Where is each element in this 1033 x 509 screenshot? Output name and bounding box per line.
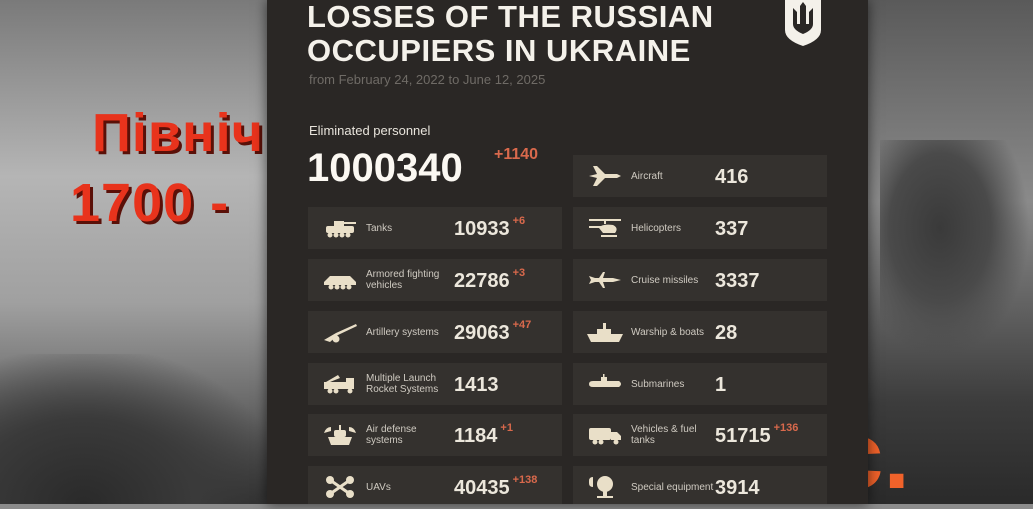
stat-number: 28 [715,322,738,344]
stat-delta: +136 [773,422,799,434]
stat-label: Submarines [631,378,685,390]
mlrs-icon [324,375,354,394]
stat-delta: +47 [512,319,532,331]
stat-card-uavs: UAVs 40435 +138 [308,466,562,504]
soldier-silhouette [880,140,1030,360]
stat-number: 3914 [715,477,760,499]
stat-value: 22786 +3 [454,267,526,293]
stat-label: Helicopters [631,222,682,234]
stat-label: Multiple Launch Rocket Systems [366,373,439,395]
stat-card-warship-boats: Warship & boats 28 [573,311,827,353]
stat-value: 337 [715,218,748,241]
stat-number: 1413 [454,374,499,396]
stat-delta: +3 [512,267,526,279]
stat-value: 416 [715,166,748,189]
special-equipment-icon [589,476,613,498]
stat-card-artillery-systems: Artillery systems 29063 +47 [308,311,562,353]
stat-label: Aircraft [631,170,663,182]
overlay-text-line2: 1700 - [70,173,230,233]
stat-number: 1 [715,374,727,396]
date-range: from February 24, 2022 to June 12, 2025 [309,72,546,87]
stat-label: Air defense systems [366,424,417,446]
helicopter-icon [589,219,621,237]
losses-infographic: LOSSES OF THE RUSSIAN OCCUPIERS IN UKRAI… [267,0,868,504]
stat-value: 10933 +6 [454,215,526,241]
stat-value: 3337 [715,270,760,293]
stat-card-cruise-missiles: Cruise missiles 3337 [573,259,827,301]
stat-delta: +138 [512,474,538,486]
stat-value: 1184 +1 [454,422,513,448]
tank-icon [326,221,356,238]
stat-card-multiple-launch-rocket-systems: Multiple Launch Rocket Systems 1413 [308,363,562,405]
stat-label: Vehicles & fuel tanks [631,424,697,446]
stat-card-air-defense-systems: Air defense systems 1184 +1 [308,414,562,456]
stat-number: 10933 [454,218,510,240]
trident-shield-icon [785,0,821,46]
stat-card-vehicles-fuel-tanks: Vehicles & fuel tanks 51715 +136 [573,414,827,456]
stat-number: 22786 [454,270,510,292]
apc-icon [324,276,356,290]
stat-number: 1184 [454,425,498,447]
submarine-icon [589,374,621,387]
stat-label: Warship & boats [631,326,704,338]
air-defense-icon [324,425,356,445]
personnel-value: 1000340 [307,146,463,190]
personnel-delta: +1140 [494,146,539,163]
stat-label: Armored fighting vehicles [366,269,440,291]
stat-number: 3337 [715,270,760,292]
stat-card-special-equipment: Special equipment 3914 [573,466,827,504]
warship-icon [587,323,623,342]
stat-card-armored-fighting-vehicles: Armored fighting vehicles 22786 +3 [308,259,562,301]
title-line1: LOSSES OF THE RUSSIAN [307,0,714,34]
stat-label: UAVs [366,481,391,493]
stat-number: 51715 [715,425,771,447]
trees-silhouette [0,354,280,504]
stat-value: 1413 [454,374,499,397]
stat-value: 1 [715,374,726,397]
page-title: LOSSES OF THE RUSSIAN OCCUPIERS IN UKRAI… [307,0,714,68]
stat-value: 51715 +136 [715,422,799,448]
stat-label: Cruise missiles [631,274,699,286]
stat-value: 29063 +47 [454,319,532,345]
stat-value: 3914 [715,477,760,500]
stat-value: 28 [715,322,737,345]
stat-number: 416 [715,166,749,188]
stat-label: Special equipment [631,481,714,493]
title-line2: OCCUPIERS IN UKRAINE [307,33,691,68]
personnel-label: Eliminated personnel [309,123,431,138]
stat-card-tanks: Tanks 10933 +6 [308,207,562,249]
missile-icon [589,272,621,288]
truck-icon [589,428,621,445]
artillery-icon [324,324,357,343]
stat-delta: +1 [500,422,513,434]
stat-delta: +6 [512,215,526,227]
stat-card-submarines: Submarines 1 [573,363,827,405]
overlay-text-line1: Північ [92,103,264,163]
stat-card-helicopters: Helicopters 337 [573,207,827,249]
drone-icon [326,476,354,498]
stat-card-aircraft: Aircraft 416 [573,155,827,197]
stat-value: 40435 +138 [454,474,538,500]
stat-label: Tanks [366,222,393,234]
stat-number: 40435 [454,477,510,499]
stat-number: 337 [715,218,749,240]
stat-label: Artillery systems [366,326,439,338]
stat-number: 29063 [454,322,510,344]
aircraft-icon [589,166,621,186]
